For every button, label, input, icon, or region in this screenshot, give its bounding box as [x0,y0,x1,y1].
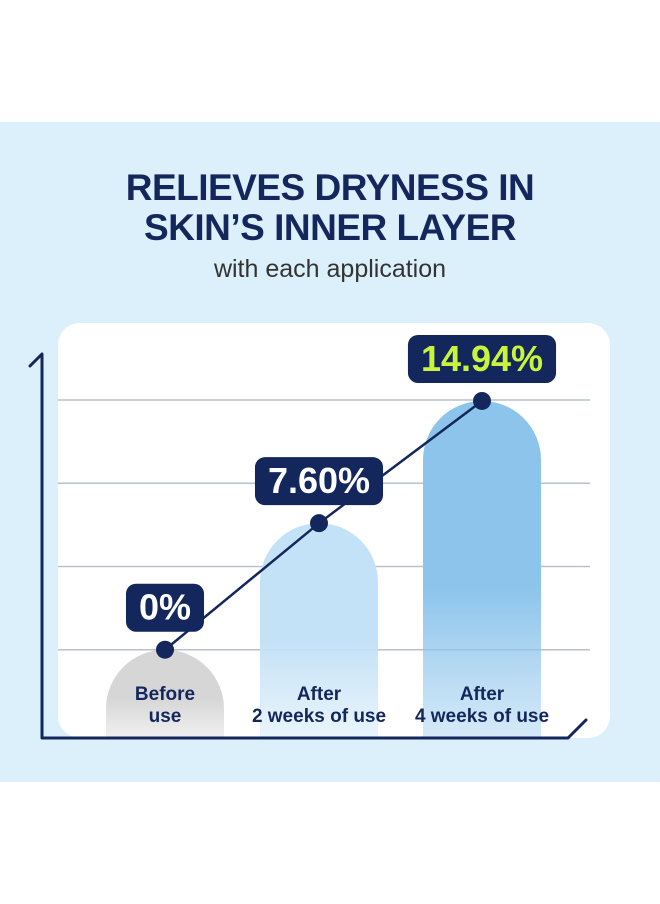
category-label: Before use [134,684,196,727]
value-label-box [407,334,557,383]
value-label-box [254,457,384,506]
bar [106,649,224,738]
chart-title: RELIEVES DRYNESS IN SKIN’S INNER LAYER [125,167,535,248]
data-point [310,514,328,533]
value-label: 0% [139,587,191,628]
value-label-box [125,583,205,632]
category-label: After 4 weeks of use [414,684,550,727]
axis [28,352,588,740]
bar [260,523,378,738]
data-point [473,391,491,410]
value-label: 14.94% [421,338,543,379]
chart-subtitle: with each application [213,255,447,283]
data-point [156,640,174,659]
bar [423,400,541,738]
category-label: After 2 weeks of use [251,684,387,727]
value-label: 7.60% [268,460,370,501]
